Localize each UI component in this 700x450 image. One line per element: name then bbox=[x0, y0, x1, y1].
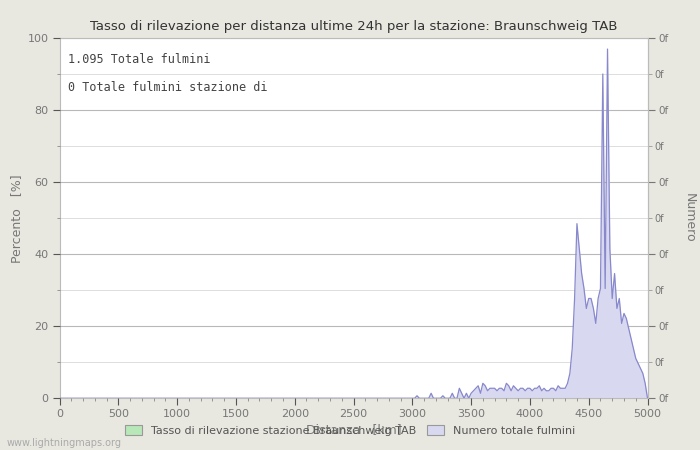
X-axis label: Distanza   [km]: Distanza [km] bbox=[306, 423, 401, 436]
Y-axis label: Numero: Numero bbox=[682, 194, 696, 243]
Text: www.lightningmaps.org: www.lightningmaps.org bbox=[7, 438, 122, 448]
Legend: Tasso di rilevazione stazione Braunschweig TAB, Numero totale fulmini: Tasso di rilevazione stazione Braunschwe… bbox=[120, 420, 580, 440]
Y-axis label: Percento   [%]: Percento [%] bbox=[10, 174, 23, 262]
Title: Tasso di rilevazione per distanza ultime 24h per la stazione: Braunschweig TAB: Tasso di rilevazione per distanza ultime… bbox=[90, 20, 617, 33]
Text: 1.095 Totale fulmini: 1.095 Totale fulmini bbox=[69, 53, 211, 66]
Text: 0 Totale fulmini stazione di: 0 Totale fulmini stazione di bbox=[69, 81, 268, 94]
